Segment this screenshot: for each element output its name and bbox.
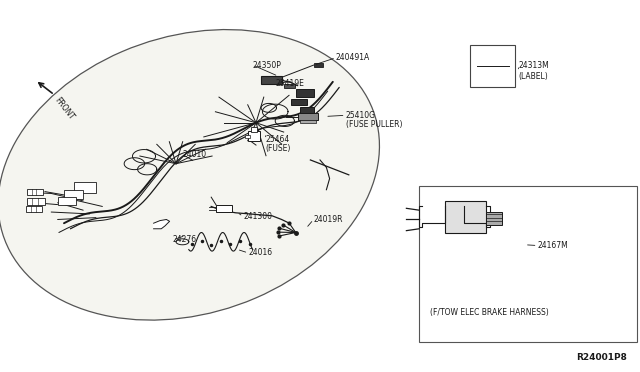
- Bar: [298, 113, 318, 120]
- Bar: [245, 135, 250, 138]
- Text: 25464: 25464: [266, 135, 290, 144]
- Bar: [64, 190, 83, 199]
- Ellipse shape: [0, 30, 380, 320]
- Text: 24313M: 24313M: [518, 61, 549, 70]
- Text: 24350P: 24350P: [253, 61, 282, 70]
- Bar: [26, 206, 42, 212]
- Text: 24019R: 24019R: [314, 215, 343, 224]
- Bar: [314, 63, 323, 67]
- Bar: [470, 45, 515, 87]
- Bar: [486, 212, 502, 225]
- Text: 241300: 241300: [243, 212, 272, 221]
- Text: 24016: 24016: [248, 248, 273, 257]
- Bar: [251, 127, 257, 132]
- Bar: [291, 99, 307, 105]
- Text: (LABEL): (LABEL): [518, 72, 548, 81]
- Text: FRONT: FRONT: [52, 96, 76, 122]
- Text: 24167M: 24167M: [538, 241, 568, 250]
- Bar: [419, 186, 637, 342]
- Text: (FUSE): (FUSE): [266, 144, 291, 153]
- Bar: [296, 89, 314, 97]
- Bar: [284, 84, 295, 88]
- Text: 25410G: 25410G: [346, 111, 376, 120]
- Bar: [261, 76, 282, 84]
- Text: R24001P8: R24001P8: [577, 353, 627, 362]
- Text: 24276: 24276: [173, 235, 197, 244]
- Bar: [300, 120, 316, 123]
- Bar: [27, 198, 45, 205]
- Bar: [216, 205, 232, 212]
- Bar: [27, 189, 43, 195]
- Polygon shape: [154, 219, 170, 229]
- Text: 240491A: 240491A: [336, 53, 371, 62]
- Bar: [445, 201, 486, 232]
- Text: (FUSE PULLER): (FUSE PULLER): [346, 120, 402, 129]
- Text: 24010: 24010: [182, 150, 207, 159]
- Bar: [248, 131, 260, 141]
- Text: 25419E: 25419E: [275, 79, 304, 88]
- Text: (F/TOW ELEC BRAKE HARNESS): (F/TOW ELEC BRAKE HARNESS): [430, 308, 549, 317]
- Bar: [300, 107, 314, 113]
- Bar: [58, 197, 76, 205]
- Bar: [74, 182, 96, 193]
